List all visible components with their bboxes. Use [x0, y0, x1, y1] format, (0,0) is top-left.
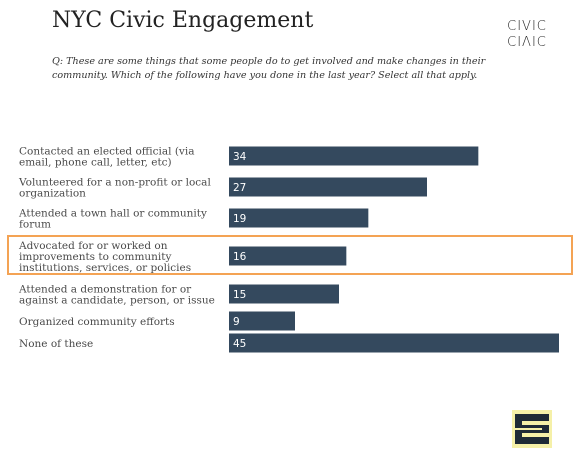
category-label-0: Contacted an elected official (via email,…: [19, 146, 194, 169]
bar-1: [229, 177, 427, 197]
bar-0: [229, 146, 479, 166]
category-label-5: Organized community efforts: [19, 316, 175, 328]
category-label-line: Volunteered for a non-profit or local: [18, 177, 211, 189]
bar-value-label-4: 15: [233, 289, 246, 301]
category-label-line: forum: [19, 219, 51, 231]
category-label-line: against a candidate, person, or issue: [19, 295, 215, 307]
category-label-3: Advocated for or worked on improvements t…: [18, 240, 191, 274]
bar-value-label-6: 45: [233, 338, 246, 350]
category-label-4: Attended a demonstration for or against a…: [18, 284, 215, 307]
category-label-line: Contacted an elected official (via: [19, 146, 194, 158]
brand-mark-icon: [512, 410, 552, 448]
category-label-1: Volunteered for a non-profit or local org…: [18, 177, 211, 200]
bar-3: [229, 246, 347, 266]
category-label-line: Attended a demonstration for or: [18, 284, 192, 296]
chart-title: NYC Civic Engagement: [52, 8, 314, 33]
category-label-line: Organized community efforts: [19, 316, 175, 328]
category-label-line: Advocated for or worked on: [18, 240, 168, 252]
bar-value-label-0: 34: [233, 151, 247, 163]
bar-5: [229, 311, 295, 331]
category-label-line: email, phone call, letter, etc): [19, 157, 172, 169]
bar-4: [229, 284, 339, 304]
category-label-line: organization: [19, 188, 86, 200]
category-label-6: None of these: [19, 338, 93, 350]
survey-question: Q: These are some things that some peopl…: [52, 56, 486, 81]
highlight-box: [7, 235, 573, 275]
category-label-line: institutions, services, or policies: [19, 262, 191, 274]
category-label-line: None of these: [19, 338, 93, 350]
bar-6: [229, 333, 559, 353]
bar-value-label-3: 16: [233, 251, 247, 263]
category-label-line: improvements to community: [19, 251, 171, 263]
bar-2: [229, 208, 369, 228]
bar-value-label-2: 19: [233, 213, 246, 225]
category-label-2: Attended a town hall or community forum: [18, 208, 207, 231]
bar-value-label-5: 9: [233, 316, 240, 328]
logo-text-top: CIVIC: [507, 19, 547, 34]
civic-logo: CIVIC CIVIC: [505, 19, 549, 47]
category-label-line: Attended a town hall or community: [18, 208, 207, 220]
bar-value-label-1: 27: [233, 182, 246, 194]
